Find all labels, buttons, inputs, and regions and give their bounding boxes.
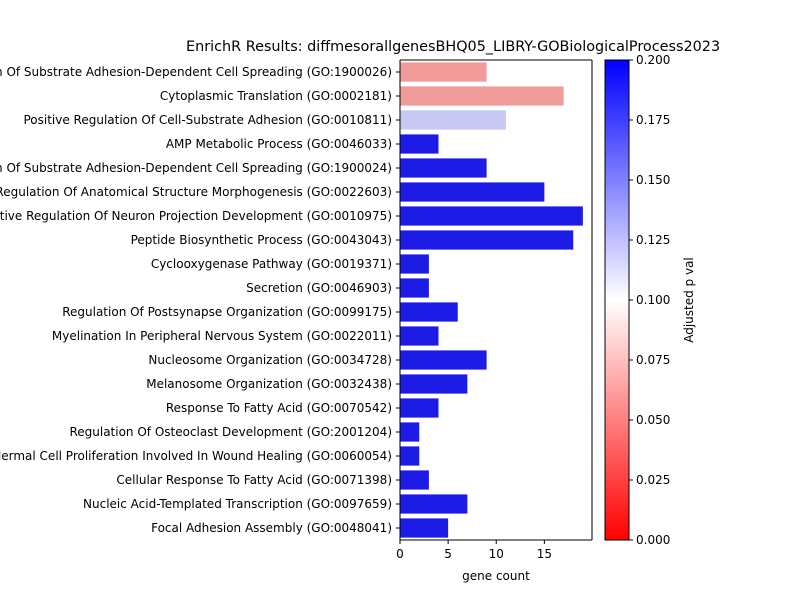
colorbar-ticks: 0.000 0.025 0.050 0.075 0.100 0.125 0.150 0.175… [629,53,670,547]
category-label: Myelination In Peripheral Nervous System… [52,329,392,343]
category-label: Positive Regulation Of Cell-Substrate Ad… [23,113,392,127]
bar [400,254,429,274]
category-label: Focal Adhesion Assembly (GO:0048041) [151,521,392,535]
bar [400,206,583,226]
colorbar-tick-label: 0.200 [636,53,670,67]
bar [400,110,506,130]
bar [400,374,468,394]
x-tick-label: 0 [396,547,404,561]
colorbar-tick-label: 0.000 [636,533,670,547]
colorbar [604,59,630,541]
category-label: Epidermal Cell Proliferation Involved In… [0,449,392,463]
x-tick-label: 15 [537,547,552,561]
colorbar-tick-label: 0.050 [636,413,670,427]
colorbar-tick-label: 0.025 [636,473,670,487]
category-label: Regulation Of Substrate Adhesion-Depende… [0,161,392,175]
bar [400,62,487,82]
bar [400,302,458,322]
x-ticks: 0 5 10 15 [396,540,552,561]
x-tick-label: 5 [444,547,452,561]
bar [400,134,439,154]
bar [400,398,439,418]
category-label: Nucleic Acid-Templated Transcription (GO… [83,497,392,511]
category-label: Cytoplasmic Translation (GO:0002181) [160,89,392,103]
bar [400,518,449,538]
bar [400,422,420,442]
axes [399,59,593,541]
bars [400,62,583,538]
bar [400,278,429,298]
category-label: Melanosome Organization (GO:0032438) [146,377,392,391]
category-label: Peptide Biosynthetic Process (GO:0043043… [131,233,392,247]
category-label: Cyclooxygenase Pathway (GO:0019371) [151,257,392,271]
colorbar-tick-label: 0.150 [636,173,670,187]
bar [400,230,574,250]
bar [400,326,439,346]
category-label: Regulation Of Postsynapse Organization (… [62,305,392,319]
bar [400,494,468,514]
bar [400,470,429,490]
colorbar-label: Adjusted p val [682,257,696,343]
x-axis-label: gene count [462,569,530,583]
category-label: Cellular Response To Fatty Acid (GO:0071… [116,473,392,487]
category-label: Regulation Of Osteoclast Development (GO… [69,425,392,439]
category-label: Regulation Of Anatomical Structure Morph… [0,185,392,199]
colorbar-tick-label: 0.100 [636,293,670,307]
bar [400,350,487,370]
category-label: Secretion (GO:0046903) [246,281,392,295]
category-label: Response To Fatty Acid (GO:0070542) [166,401,392,415]
bar [400,182,545,202]
x-tick-label: 10 [489,547,504,561]
category-label: Positive Regulation Of Neuron Projection… [0,209,392,223]
bar [400,158,487,178]
category-label: AMP Metabolic Process (GO:0046033) [166,137,392,151]
bar [400,446,420,466]
chart-title: EnrichR Results: diffmesorallgenesBHQ05_… [186,39,720,55]
colorbar-tick-label: 0.075 [636,353,670,367]
category-labels: Positive Regulation Of Substrate Adhesio… [0,65,400,535]
category-label: Positive Regulation Of Substrate Adhesio… [0,65,392,79]
category-label: Nucleosome Organization (GO:0034728) [148,353,392,367]
bar [400,86,564,106]
colorbar-tick-label: 0.175 [636,113,670,127]
colorbar-tick-label: 0.125 [636,233,670,247]
